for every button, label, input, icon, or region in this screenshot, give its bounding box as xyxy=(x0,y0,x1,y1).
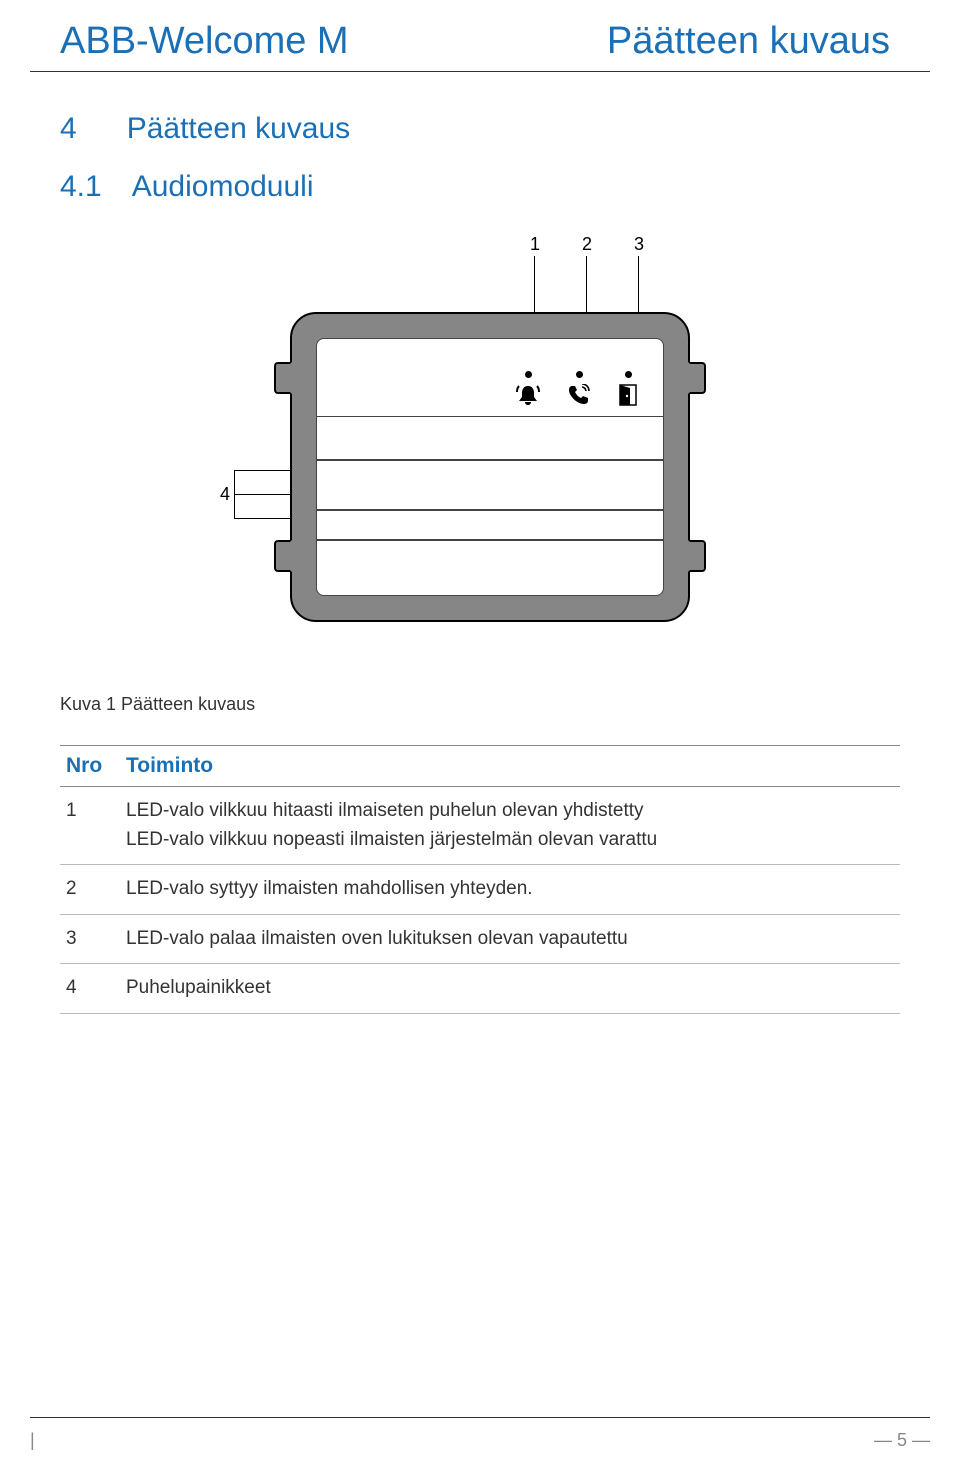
indicator-1 xyxy=(515,371,541,406)
footer-left: | xyxy=(30,1430,35,1451)
indicator-2 xyxy=(567,371,591,406)
led-dot xyxy=(525,371,532,378)
cell-n: 2 xyxy=(60,865,120,915)
indicator-row xyxy=(317,339,663,417)
callout-4: 4 xyxy=(220,484,230,505)
table-row: 3 LED-valo palaa ilmaisten oven lukituks… xyxy=(60,914,900,964)
cell-t: LED-valo palaa ilmaisten oven lukituksen… xyxy=(120,914,900,964)
page-footer: | — 5 — xyxy=(30,1417,930,1451)
device-body xyxy=(290,312,690,622)
page-header: ABB-Welcome M Päätteen kuvaus xyxy=(30,0,930,72)
phone-icon xyxy=(567,384,591,406)
subsection-heading: 4.1 Audiomoduuli xyxy=(60,170,900,204)
device-face xyxy=(316,338,664,596)
figure-caption: Kuva 1 Päätteen kuvaus xyxy=(60,694,900,715)
callout-1: 1 xyxy=(530,234,540,255)
notch xyxy=(688,362,706,394)
led-dot xyxy=(576,371,583,378)
indicator-3 xyxy=(617,371,639,406)
section-number: 4 xyxy=(60,112,77,146)
slot-line xyxy=(317,509,663,511)
diagram-wrapper: 1 2 3 4 xyxy=(60,234,900,654)
section-name-header: Päätteen kuvaus xyxy=(607,20,890,63)
col-header-nro: Nro xyxy=(60,746,120,787)
notch xyxy=(274,540,292,572)
subsection-title-text: Audiomoduuli xyxy=(132,170,314,204)
function-table: Nro Toiminto 1 LED-valo vilkkuu hitaasti… xyxy=(60,745,900,1014)
cell-t: LED-valo vilkkuu hitaasti ilmaiseten puh… xyxy=(120,787,900,865)
led-dot xyxy=(625,371,632,378)
footer-page-number: — 5 — xyxy=(874,1430,930,1451)
cell-n: 4 xyxy=(60,964,120,1014)
table-row: 1 LED-valo vilkkuu hitaasti ilmaiseten p… xyxy=(60,787,900,865)
device-diagram: 1 2 3 4 xyxy=(220,234,740,654)
col-header-toiminto: Toiminto xyxy=(120,746,900,787)
page-content: 4 Päätteen kuvaus 4.1 Audiomoduuli 1 2 3… xyxy=(0,72,960,1014)
slot-line xyxy=(317,459,663,461)
cell-t: LED-valo syttyy ilmaisten mahdollisen yh… xyxy=(120,865,900,915)
section-heading: 4 Päätteen kuvaus xyxy=(60,112,900,146)
bell-icon xyxy=(515,384,541,406)
door-icon xyxy=(617,384,639,406)
subsection-number: 4.1 xyxy=(60,170,102,204)
notch xyxy=(688,540,706,572)
table-row: 4 Puhelupainikkeet xyxy=(60,964,900,1014)
cell-t: Puhelupainikkeet xyxy=(120,964,900,1014)
cell-n: 1 xyxy=(60,787,120,865)
callout-2: 2 xyxy=(582,234,592,255)
callout-line-4v xyxy=(234,470,235,518)
section-title-text: Päätteen kuvaus xyxy=(127,112,351,146)
notch xyxy=(274,362,292,394)
slot-line xyxy=(317,539,663,541)
table-row: 2 LED-valo syttyy ilmaisten mahdollisen … xyxy=(60,865,900,915)
doc-title: ABB-Welcome M xyxy=(60,20,349,63)
callout-3: 3 xyxy=(634,234,644,255)
cell-n: 3 xyxy=(60,914,120,964)
